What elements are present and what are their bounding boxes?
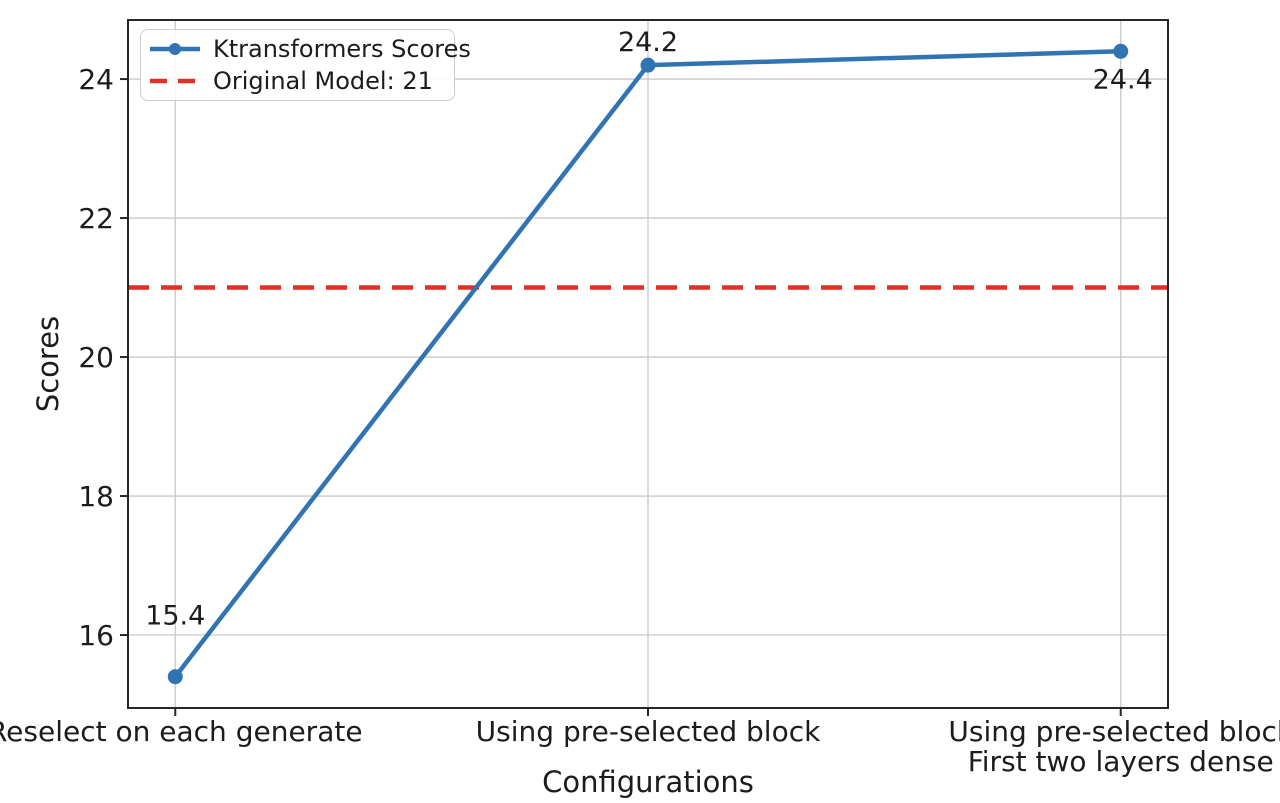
legend: Ktransformers Scores Original Model: 21 xyxy=(140,29,471,101)
point-value-label: 24.2 xyxy=(618,27,678,58)
y-tick-label: 24 xyxy=(78,63,114,96)
legend-entry-reference: Original Model: 21 xyxy=(149,69,454,93)
x-tick-label: Reselect on each generate xyxy=(0,715,363,748)
point-value-label: 15.4 xyxy=(145,601,205,632)
y-tick-label: 22 xyxy=(78,202,114,235)
legend-entry-series: Ktransformers Scores xyxy=(149,37,471,61)
y-tick-label: 18 xyxy=(78,480,114,513)
x-tick-label: Using pre-selected block xyxy=(476,715,821,748)
x-axis-label: Configurations xyxy=(542,765,754,799)
legend-dashed-line-icon xyxy=(150,78,200,83)
y-tick-label: 16 xyxy=(78,619,114,652)
legend-line-marker-icon xyxy=(150,43,200,56)
data-point-marker xyxy=(640,57,656,73)
y-axis-label: Scores xyxy=(31,315,65,413)
legend-entry-label: Ktransformers Scores xyxy=(213,35,471,64)
legend-series-marker xyxy=(169,43,181,56)
point-value-label: 24.4 xyxy=(1093,64,1153,95)
data-point-marker xyxy=(1113,43,1129,59)
data-point-marker xyxy=(167,669,183,685)
legend-entry-label: Original Model: 21 xyxy=(213,66,433,95)
y-tick-label: 20 xyxy=(78,341,114,374)
x-tick-label: Using pre-selected block First two layers… xyxy=(948,715,1280,778)
